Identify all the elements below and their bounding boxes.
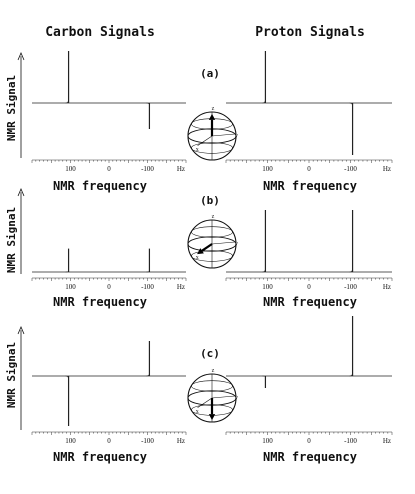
peak-shoulder	[146, 271, 150, 273]
magnetization-arrow	[201, 243, 213, 252]
y-label: y	[235, 241, 238, 247]
x-tick-label: -100	[141, 165, 154, 173]
bloch-sphere-1: z y x	[187, 106, 238, 161]
x-unit-label: Hz	[383, 283, 391, 291]
x-unit-label: Hz	[177, 283, 185, 291]
peak-shoulder	[146, 102, 150, 105]
x-tick-label: 0	[107, 283, 111, 291]
y-axis-arrowhead	[17, 325, 25, 335]
peak-shoulder	[65, 271, 69, 273]
peak-shoulder	[349, 373, 353, 377]
x-tick-label: 100	[262, 283, 273, 291]
spectrum-panel-1: 100 0 -100 Hz	[31, 51, 187, 173]
x-tick-label: 100	[65, 437, 76, 445]
peak-shoulder	[349, 269, 353, 273]
x-tick-label: 100	[65, 165, 76, 173]
y-axis	[211, 395, 235, 399]
magnetization-arrowhead	[197, 248, 204, 255]
y-label: y	[235, 133, 238, 139]
x-label: x	[196, 255, 199, 261]
spectrum-panel-4: 100 0 -100 Hz	[225, 210, 393, 291]
ylabel-row-c: NMR Signal	[5, 325, 25, 430]
x-tick-label: 0	[307, 283, 311, 291]
x-tick-label: 0	[307, 437, 311, 445]
x-unit-label: Hz	[383, 437, 391, 445]
z-label: z	[212, 106, 215, 112]
xlabel-proton-b: NMR frequency	[263, 295, 357, 309]
ylabel-row-a: NMR Signal	[5, 51, 25, 158]
x-tick-label: 0	[107, 437, 111, 445]
peak-shoulder	[262, 100, 266, 104]
y-label: y	[235, 395, 238, 401]
title-proton: Proton Signals	[255, 25, 365, 40]
xlabel-carbon-c: NMR frequency	[53, 450, 147, 464]
spectrum-panel-6: 100 0 -100 Hz	[225, 316, 393, 445]
bloch-spheres: z y x z y x z y x	[187, 106, 238, 423]
magnetization-arrowhead	[208, 113, 216, 120]
x-tick-label: 0	[307, 165, 311, 173]
peak-shoulder	[349, 102, 353, 106]
ylabel: NMR Signal	[5, 342, 18, 408]
x-unit-label: Hz	[177, 165, 185, 173]
panel-label-b: (b)	[200, 194, 220, 207]
bloch-sphere-2: z y x	[187, 214, 238, 269]
x-tick-label: 100	[262, 165, 273, 173]
peak-shoulder	[146, 374, 150, 377]
panel-label-a: (a)	[200, 67, 220, 80]
xlabel-carbon-b: NMR frequency	[53, 295, 147, 309]
xlabel-carbon-a: NMR frequency	[53, 179, 147, 193]
y-axis	[211, 241, 235, 245]
y-axis-arrowhead	[17, 187, 25, 197]
x-tick-label: -100	[344, 165, 357, 173]
x-label: x	[196, 147, 199, 153]
y-axis	[211, 133, 235, 137]
x-label: x	[196, 409, 199, 415]
bloch-sphere-3: z y x	[187, 368, 238, 423]
magnetization-arrowhead	[208, 414, 216, 421]
x-tick-label: 0	[107, 165, 111, 173]
x-tick-label: -100	[344, 437, 357, 445]
peak-shoulder	[65, 100, 69, 104]
xlabel-proton-a: NMR frequency	[263, 179, 357, 193]
z-label: z	[212, 368, 215, 374]
x-axis	[197, 135, 213, 146]
x-tick-label: 100	[65, 283, 76, 291]
title-carbon: Carbon Signals	[45, 25, 155, 40]
x-unit-label: Hz	[383, 165, 391, 173]
peak-shoulder	[262, 269, 266, 273]
x-tick-label: -100	[344, 283, 357, 291]
x-tick-label: -100	[141, 283, 154, 291]
z-label: z	[212, 214, 215, 220]
spectrum-panel-2: 100 0 -100 Hz	[225, 51, 393, 173]
x-axis	[197, 397, 213, 408]
x-tick-label: -100	[141, 437, 154, 445]
ylabel-row-b: NMR Signal	[5, 187, 25, 274]
x-unit-label: Hz	[177, 437, 185, 445]
peak-shoulder	[65, 375, 69, 379]
xlabel-proton-c: NMR frequency	[263, 450, 357, 464]
spectrum-panel-3: 100 0 -100 Hz	[31, 248, 187, 291]
x-tick-label: 100	[262, 437, 273, 445]
panel-label-c: (c)	[200, 347, 220, 360]
ylabel: NMR Signal	[5, 75, 18, 141]
spectrum-panel-5: 100 0 -100 Hz	[31, 341, 187, 445]
ylabel: NMR Signal	[5, 207, 18, 273]
y-axis-arrowhead	[17, 51, 25, 61]
spectra: 100 0 -100 Hz 100 0 -100 Hz 100 0 -100 Hz 100 0 -100 Hz…	[31, 51, 393, 445]
